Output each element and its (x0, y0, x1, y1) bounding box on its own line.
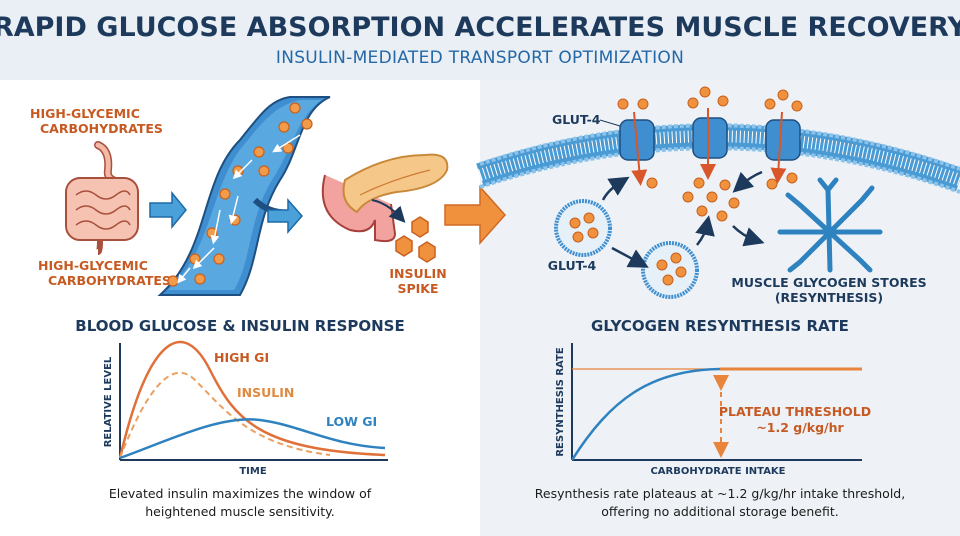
resynthesis-curve (570, 367, 721, 461)
right-caption-2: offering no additional storage benefit. (601, 504, 838, 519)
left-caption-2: heightened muscle sensitivity. (145, 504, 335, 519)
left-chart: HIGH GI INSULIN LOW GI RELATIVE LEVEL TI… (103, 340, 388, 477)
insulin-hexagons-icon (395, 216, 436, 263)
right-chart: PLATEAU THRESHOLD ~1.2 g/kg/hr RESYNTHES… (555, 343, 871, 477)
right-chart-title: GLYCOGEN RESYNTHESIS RATE (591, 317, 849, 335)
series-low-gi (119, 418, 386, 460)
gut-label-top-2: CARBOHYDRATES (40, 121, 163, 136)
page-title: RAPID GLUCOSE ABSORPTION ACCELERATES MUS… (0, 12, 960, 43)
gut-label-bottom-2: CARBOHYDRATES (48, 273, 171, 288)
glut4-membrane-label: GLUT-4 (552, 112, 601, 127)
pancreas-icon (321, 153, 449, 243)
arrow-gut-to-vessel-icon (149, 190, 187, 230)
left-caption-1: Elevated insulin maximizes the window of (109, 486, 372, 501)
legend-high-gi: HIGH GI (214, 350, 269, 365)
plateau-annotation-2: ~1.2 g/kg/hr (756, 420, 844, 435)
glucose-entry-arrows (631, 108, 787, 186)
glycogen-branch-icon (777, 177, 883, 273)
right-x-label: CARBOHYDRATE INTAKE (650, 466, 785, 477)
left-x-label: TIME (239, 466, 266, 477)
series-insulin (119, 371, 331, 459)
glycogen-label-1: MUSCLE GLYCOGEN STORES (731, 275, 926, 290)
left-y-label: RELATIVE LEVEL (103, 356, 114, 447)
legend-low-gi: LOW GI (326, 414, 377, 429)
insulin-spike-label-2: SPIKE (397, 281, 438, 296)
page-subtitle: INSULIN-MEDIATED TRANSPORT OPTIMIZATION (276, 48, 684, 68)
glycogen-label-2: (RESYNTHESIS) (775, 290, 883, 305)
gut-label-bottom-1: HIGH-GLYCEMIC (38, 258, 148, 273)
blood-vessel-icon (157, 96, 331, 296)
big-arrow-icon (444, 185, 507, 245)
gut-label-top-1: HIGH-GLYCEMIC (30, 106, 140, 121)
header-band (0, 0, 960, 80)
right-caption-1: Resynthesis rate plateaus at ~1.2 g/kg/h… (535, 486, 905, 501)
glut4-vesicles (554, 199, 699, 299)
vesicle-arrows (601, 170, 765, 268)
left-chart-title: BLOOD GLUCOSE & INSULIN RESPONSE (75, 317, 404, 335)
glut4-channels (619, 117, 801, 161)
glucose-molecules (617, 86, 803, 222)
right-y-label: RESYNTHESIS RATE (555, 347, 566, 456)
intestine-icon (65, 141, 139, 255)
glut4-vesicle-label: GLUT-4 (548, 258, 597, 273)
legend-insulin: INSULIN (237, 385, 294, 400)
plateau-annotation-1: PLATEAU THRESHOLD (719, 404, 871, 419)
series-high-gi (118, 340, 386, 459)
insulin-spike-label-1: INSULIN (389, 266, 446, 281)
